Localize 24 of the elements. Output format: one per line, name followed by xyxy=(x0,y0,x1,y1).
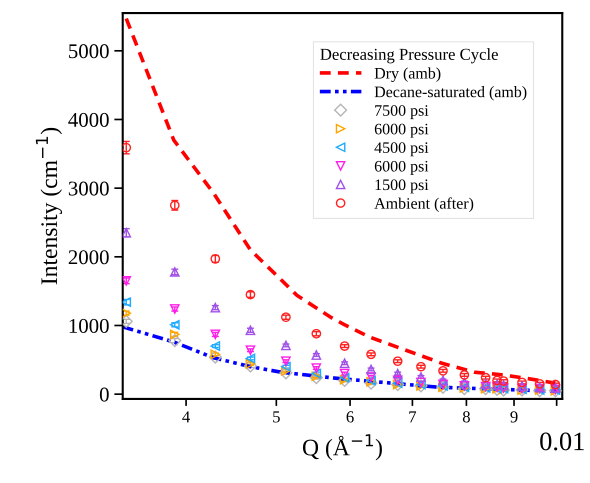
x-tick-label: 4 xyxy=(182,411,190,422)
text: 0.01 xyxy=(540,432,584,450)
x-tick-label: 9 xyxy=(510,411,518,422)
y-tick-label: 0 xyxy=(100,388,109,402)
y-tick-label: 3000 xyxy=(68,182,109,196)
y-tick-label: 5000 xyxy=(69,44,109,58)
legend-label: 6000 psi xyxy=(374,124,428,138)
legend-label: Ambient (after) xyxy=(374,197,474,212)
legend-label: Decane-saturated (amb) xyxy=(374,86,526,101)
legend-label: 4500 psi xyxy=(374,142,428,156)
x-tick-label: 5 xyxy=(273,411,280,422)
y-tick-label: 2000 xyxy=(68,250,109,264)
x-tick-label: 8 xyxy=(462,411,470,422)
y-axis-title: Intensity (cm$^{−1}$) xyxy=(36,128,62,284)
legend-label: 6000 psi xyxy=(374,160,428,175)
x-tick-label: 7 xyxy=(409,411,416,422)
y-tick-label: 4000 xyxy=(68,112,109,127)
legend-label: Dry (amb) xyxy=(374,67,440,82)
x-axis-title: Q (Å$^{−1}$) xyxy=(302,434,382,460)
legend-label: 1500 psi xyxy=(376,179,428,194)
legend-label: 7500 psi xyxy=(375,105,428,120)
x-tick-label: 6 xyxy=(346,411,354,422)
legend-title: Decreasing Pressure Cycle xyxy=(320,48,498,64)
y-tick-label: 1000 xyxy=(70,318,109,333)
